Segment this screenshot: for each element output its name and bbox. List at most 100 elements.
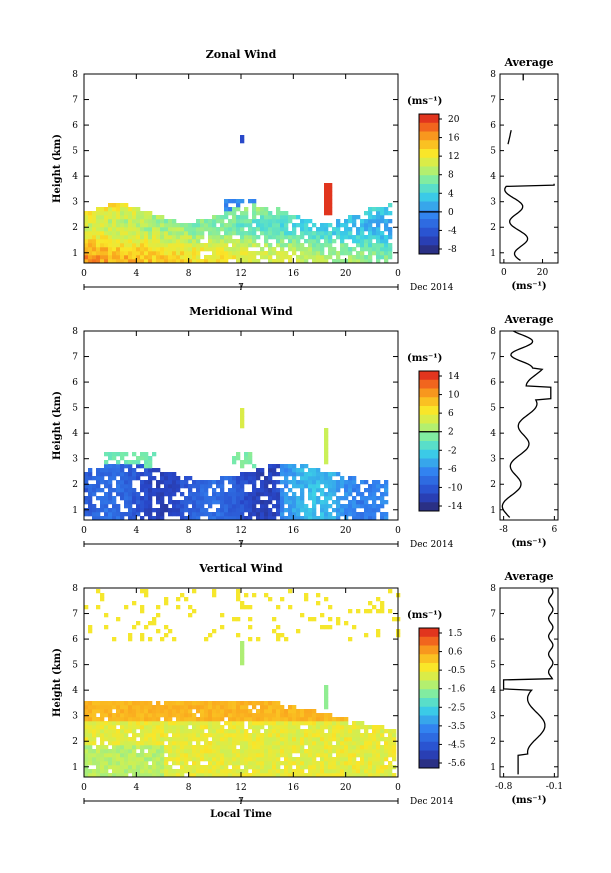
heatmap-cell bbox=[112, 769, 117, 774]
heatmap-cell bbox=[136, 476, 141, 481]
heatmap-cell bbox=[272, 629, 277, 634]
heatmap-cell bbox=[312, 765, 317, 770]
heatmap-cell bbox=[216, 773, 221, 778]
heatmap-cell bbox=[120, 251, 125, 256]
heatmap-cell bbox=[256, 235, 261, 240]
heatmap-cell bbox=[220, 725, 225, 730]
heatmap-cell bbox=[372, 235, 377, 240]
heatmap-cell bbox=[168, 219, 173, 224]
heatmap-cell bbox=[368, 733, 373, 738]
heatmap-cell bbox=[128, 729, 133, 734]
heatmap-cell bbox=[292, 235, 297, 240]
heatmap-cell bbox=[316, 251, 321, 256]
heatmap-cell bbox=[196, 231, 201, 236]
heatmap-cell bbox=[256, 516, 261, 521]
heatmap-cell bbox=[248, 500, 253, 505]
heatmap-cell bbox=[356, 749, 361, 754]
heatmap-cell bbox=[292, 737, 297, 742]
heatmap-cell bbox=[304, 259, 309, 264]
heatmap-cell bbox=[328, 516, 333, 521]
heatmap-cell bbox=[364, 488, 369, 493]
heatmap-cell bbox=[168, 757, 173, 762]
heatmap-cell bbox=[260, 468, 265, 473]
heatmap-cell bbox=[240, 251, 245, 256]
heatmap-cell bbox=[232, 745, 237, 750]
heatmap-cell bbox=[136, 621, 141, 626]
heatmap-cell bbox=[236, 713, 241, 718]
heatmap-cell bbox=[92, 725, 97, 730]
heatmap-cell bbox=[220, 223, 225, 228]
y-tick-label: 5 bbox=[72, 404, 78, 414]
heatmap-cell bbox=[148, 496, 153, 501]
heatmap-cell bbox=[144, 500, 149, 505]
heatmap-cell bbox=[140, 637, 145, 642]
heatmap-cell bbox=[304, 476, 309, 481]
heatmap-cell bbox=[336, 725, 341, 730]
heatmap-cell bbox=[180, 749, 185, 754]
heatmap-cell bbox=[244, 231, 249, 236]
heatmap-cell bbox=[84, 725, 89, 730]
heatmap-cells bbox=[84, 135, 393, 264]
heatmap-cell bbox=[280, 769, 285, 774]
heatmap-cell bbox=[352, 247, 357, 252]
heatmap-cell bbox=[320, 472, 325, 477]
heatmap-cell bbox=[200, 235, 205, 240]
heatmap-cell bbox=[152, 259, 157, 264]
heatmap-cell bbox=[304, 721, 309, 726]
heatmap-cell bbox=[332, 725, 337, 730]
heatmap-cell bbox=[140, 239, 145, 244]
heatmap-cell bbox=[248, 749, 253, 754]
heatmap-cell bbox=[196, 512, 201, 517]
heatmap-cell bbox=[112, 773, 117, 778]
heatmap-cell bbox=[144, 725, 149, 730]
heatmap-cell bbox=[116, 460, 121, 465]
heatmap-cell bbox=[104, 508, 109, 513]
heatmap-cell bbox=[148, 721, 153, 726]
heatmap-cell bbox=[88, 625, 93, 630]
heatmap-cell bbox=[296, 480, 301, 485]
heatmap-cell bbox=[372, 733, 377, 738]
heatmap-cell bbox=[228, 701, 233, 706]
heatmap-cell bbox=[124, 203, 129, 208]
heatmap-cell bbox=[344, 231, 349, 236]
heatmap-cell bbox=[176, 227, 181, 232]
heatmap-cell bbox=[284, 468, 289, 473]
heatmap-cell bbox=[288, 231, 293, 236]
colorbar-tick-label: -8 bbox=[448, 245, 457, 255]
heatmap-cell bbox=[276, 745, 281, 750]
heatmap-cell bbox=[248, 259, 253, 264]
heatmap-cell bbox=[176, 717, 181, 722]
heatmap-cell bbox=[84, 753, 89, 758]
average-y-tick-label: 6 bbox=[490, 121, 496, 131]
heatmap-cell bbox=[112, 745, 117, 750]
heatmap-cell bbox=[360, 512, 365, 517]
colorbar-frame bbox=[418, 627, 440, 769]
heatmap-cell bbox=[96, 488, 101, 493]
heatmap-cell bbox=[132, 496, 137, 501]
y-tick-label: 6 bbox=[72, 635, 78, 645]
heatmap-cell bbox=[184, 476, 189, 481]
heatmap-cell bbox=[200, 484, 205, 489]
heatmap-cell bbox=[220, 613, 225, 618]
heatmap-cell bbox=[176, 255, 181, 260]
heatmap-cell bbox=[292, 243, 297, 248]
heatmap-cell bbox=[368, 492, 373, 497]
heatmap-cell bbox=[260, 231, 265, 236]
heatmap-cell bbox=[144, 247, 149, 252]
heatmap-cell bbox=[196, 255, 201, 260]
heatmap-cell bbox=[368, 255, 373, 260]
heatmap-cell bbox=[376, 480, 381, 485]
heatmap-cell bbox=[152, 468, 157, 473]
heatmap-cell bbox=[124, 745, 129, 750]
heatmap-cell bbox=[280, 227, 285, 232]
colorbar-frame bbox=[418, 113, 440, 255]
y-tick-label: 3 bbox=[72, 712, 78, 722]
heatmap-cell bbox=[224, 713, 229, 718]
heatmap-cell bbox=[84, 605, 89, 610]
heatmap-cell bbox=[84, 701, 89, 706]
heatmap-cell bbox=[364, 512, 369, 517]
heatmap-cell bbox=[320, 235, 325, 240]
heatmap-cell bbox=[164, 476, 169, 481]
heatmap-cell bbox=[240, 645, 245, 650]
heatmap-cell bbox=[148, 741, 153, 746]
